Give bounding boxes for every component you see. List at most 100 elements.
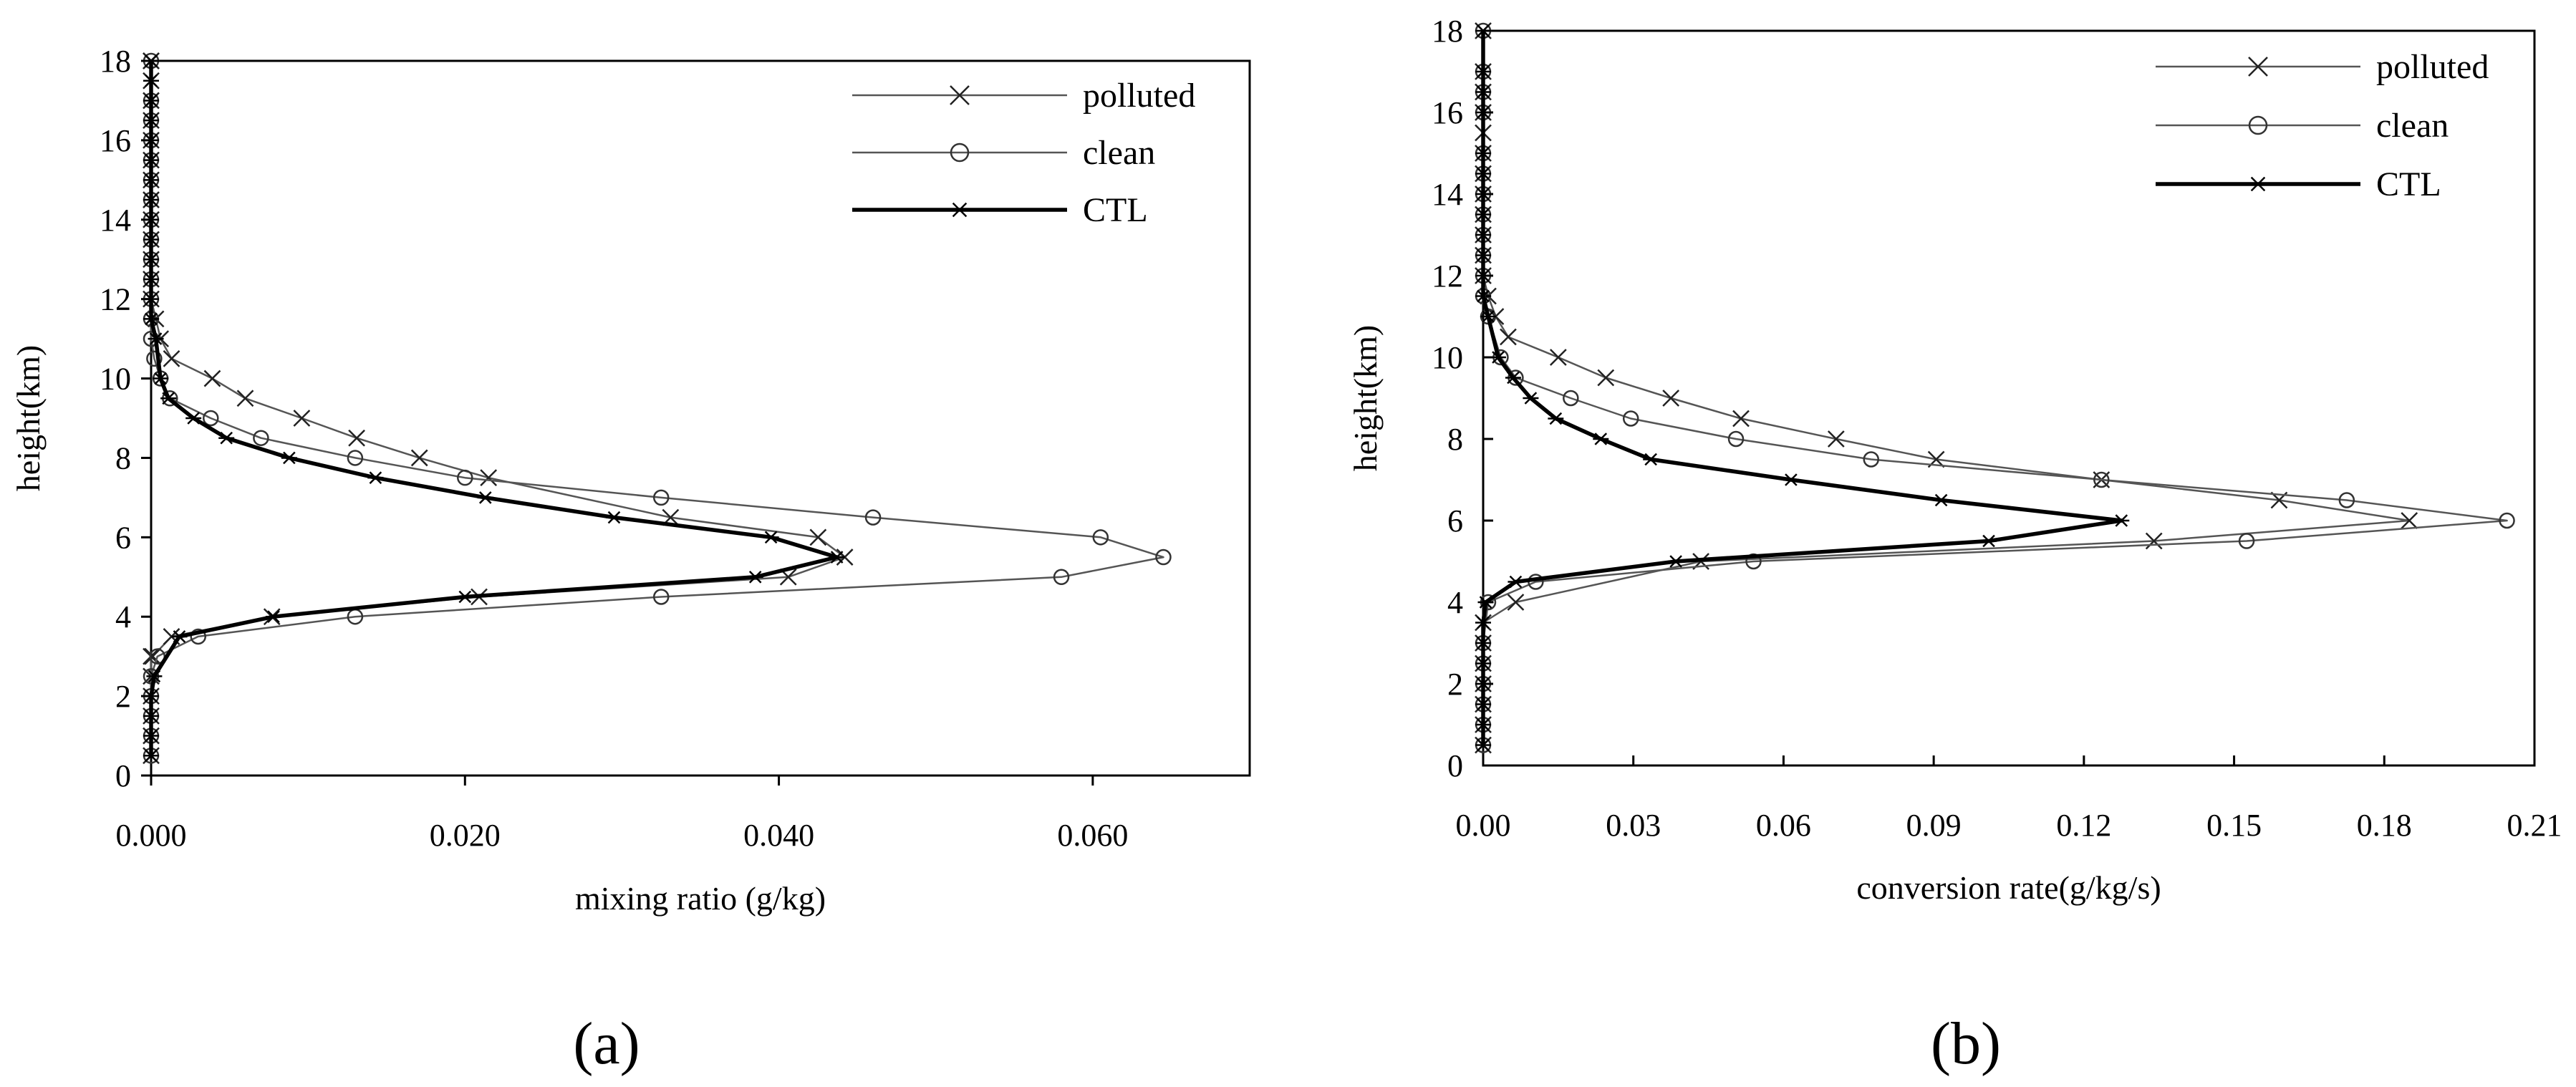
data-point-ctl-a [143,74,159,87]
data-point-ctl-a [146,670,163,683]
y-tick-label-a: 6 [115,520,131,555]
data-point-ctl-b [1475,147,1491,160]
legend-marker-clean-a [950,142,970,163]
data-point-ctl-a [457,590,473,604]
data-point-polluted-b [1597,369,1615,387]
data-point-polluted-a [410,449,428,467]
data-point-ctl-a [143,213,159,226]
plot-frame-a [150,59,1251,777]
y-tick-label-b: 4 [1447,585,1463,620]
data-point-polluted-b [1549,349,1567,366]
legend-label-ctl-a: CTL [1083,191,1148,229]
data-point-ctl-a [143,690,159,702]
data-point-ctl-b [1475,106,1491,119]
data-point-ctl-b [1480,310,1496,323]
data-point-ctl-a [143,292,159,306]
data-point-polluted-a [163,349,180,367]
data-point-ctl-b [1593,433,1609,445]
data-point-polluted-b [1732,410,1750,427]
legend-marker-polluted-a [950,85,970,105]
x-tick-label-b: 0.00 [1456,808,1511,843]
data-point-ctl-b [1668,555,1684,568]
data-point-clean-b [1727,430,1745,448]
data-point-ctl-a [148,332,164,345]
y-axis-label-b: height(km) [1347,325,1384,471]
legend-label-clean-b: clean [2376,107,2449,145]
data-point-ctl-b [1475,269,1491,282]
data-point-ctl-a [143,94,159,107]
x-tick-label-b: 0.09 [1906,808,1962,843]
data-point-ctl-b [1475,738,1491,752]
data-point-clean-b [2238,533,2255,549]
data-point-ctl-b [1933,493,1949,507]
x-tick-label-b: 0.03 [1606,808,1661,843]
data-point-ctl-a [143,153,159,167]
data-point-polluted-a [144,647,162,665]
series-line-ctl-a [149,61,839,756]
data-point-clean-b [1863,451,1880,468]
data-point-ctl-b [1475,677,1491,690]
y-tick-label-a: 18 [100,44,131,79]
data-point-ctl-b [1508,575,1524,589]
legend-marker-ctl-a [950,202,969,218]
x-tick-label-a: 0.020 [430,818,501,853]
data-point-polluted-a [809,528,827,546]
data-point-ctl-b [1548,412,1564,425]
data-point-polluted-b [1827,430,1845,448]
data-point-clean-a [1155,549,1172,566]
data-point-clean-a [347,450,364,466]
x-tick-label-b: 0.18 [2357,808,2412,843]
y-tick-label-b: 8 [1447,422,1463,457]
data-point-ctl-b [1475,188,1491,201]
data-point-ctl-a [143,749,159,763]
data-point-ctl-b [1477,596,1494,609]
data-point-clean-a [253,430,269,446]
y-tick-label-a: 2 [115,679,131,714]
data-point-clean-a [1092,529,1109,546]
data-point-ctl-a [143,253,159,266]
data-point-ctl-b [1475,24,1491,37]
data-point-ctl-b [1475,616,1491,629]
data-point-ctl-a [143,273,159,286]
data-point-ctl-b [1475,697,1491,711]
panel-label-b: (b) [1931,1010,2001,1077]
data-point-ctl-b [1475,248,1491,262]
data-point-ctl-b [1643,453,1659,466]
data-point-ctl-a [763,531,779,544]
y-tick-label-b: 10 [1432,340,1463,375]
data-point-ctl-b [1475,65,1491,78]
data-point-ctl-a [143,233,159,246]
y-tick-label-b: 12 [1432,259,1463,294]
data-point-ctl-b [1475,208,1491,221]
chart-panel-b: (b) 0 2 4 6 8 10 12 14 16 18 0.00 0.03 0.06 0.09 0.12 0… [1347,14,2562,1077]
data-point-polluted-b [2401,512,2418,529]
data-point-ctl-a [185,412,202,425]
y-tick-label-a: 10 [100,362,131,397]
series-line-polluted-a [150,61,846,756]
data-point-ctl-a [606,511,622,524]
data-point-ctl-a [281,451,297,465]
y-tick-label-b: 14 [1432,177,1463,212]
data-point-clean-b [1563,390,1579,407]
data-point-clean-a [1053,569,1070,586]
data-point-ctl-a [829,551,845,564]
y-tick-label-b: 2 [1447,667,1463,702]
y-tick-label-b: 16 [1432,95,1463,130]
data-point-ctl-a [143,173,159,187]
data-point-ctl-a [218,431,235,445]
y-tick-label-a: 4 [115,599,131,634]
data-point-clean-a [190,628,206,645]
data-point-ctl-a [747,570,763,584]
data-point-ctl-a [160,392,177,405]
data-point-polluted-a [203,369,221,387]
data-point-ctl-a [143,193,159,206]
data-point-ctl-a [143,729,159,743]
data-point-ctl-a [171,630,188,643]
data-point-ctl-b [1475,85,1491,99]
data-point-ctl-b [1523,392,1539,405]
plot-frame-b [1482,29,2536,767]
panel-label-a: (a) [573,1010,640,1077]
data-point-polluted-b [1507,594,1525,611]
data-point-ctl-b [1475,657,1491,670]
data-point-clean-a [864,509,882,526]
